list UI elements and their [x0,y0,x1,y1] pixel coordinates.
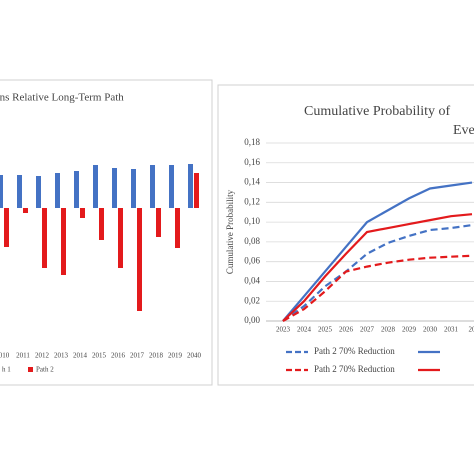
bar [36,176,41,208]
y-tick-label: 0,08 [244,236,260,246]
bar [61,208,66,275]
chart-subtitle: Eve [453,123,474,138]
line-series [282,223,473,322]
y-tick-label: 0,04 [244,276,260,286]
bar [188,164,193,208]
bar [93,165,98,208]
bar [55,173,60,208]
bar [169,165,174,208]
y-axis-label: Cumulative Probability [225,189,235,274]
bar [131,169,136,208]
chart-title: Cumulative Probability of [304,104,451,119]
bar [0,175,3,208]
y-tick-label: 0,12 [244,196,260,206]
x-tick-label: 2028 [381,326,396,334]
x-tick-label: 2024 [297,326,312,334]
legend-label: Path 2 70% Reduction [314,364,395,374]
bar [74,171,79,208]
x-tick-label: 2013 [54,352,69,360]
bar [80,208,85,218]
bar [150,165,155,208]
bar [42,208,47,268]
x-tick-label: 2023 [276,326,291,334]
x-tick-label: 2040 [187,352,202,360]
y-tick-label: 0,02 [244,295,260,305]
bar [4,208,9,247]
x-tick-label: 2027 [360,326,375,334]
y-tick-label: 0,16 [244,157,260,167]
x-tick-label: 010 [0,352,10,360]
x-tick-label: 2017 [130,352,145,360]
x-tick-label: 2018 [149,352,164,360]
chart-title: tions Relative Long-Term Path [0,92,124,104]
line-series [282,254,473,322]
bar [137,208,142,311]
legend-swatch [28,367,33,372]
bar [112,168,117,208]
bar [23,208,28,213]
right-panel [217,84,474,386]
legend-label: h 1 [2,366,11,374]
x-tick-label: 2029 [402,326,417,334]
bar [156,208,161,237]
y-tick-label: 0,14 [244,177,260,187]
legend-label: Path 2 [36,366,54,374]
x-tick-label: 2015 [92,352,107,360]
y-tick-label: 0,10 [244,216,260,226]
x-tick-label: 2011 [16,352,30,360]
y-tick-label: 0,18 [244,137,260,147]
x-tick-label: 20 [469,326,474,334]
y-tick-label: 0,00 [244,315,260,325]
line-series [282,181,473,322]
x-tick-label: 2012 [35,352,50,360]
bar [118,208,123,268]
bar [175,208,180,248]
bar [17,175,22,208]
legend-label: Path 2 70% Reduction [314,346,395,356]
x-tick-label: 2026 [339,326,354,334]
x-tick-label: 2014 [73,352,88,360]
line-series [282,213,473,322]
x-tick-label: 2016 [111,352,126,360]
left-panel [0,79,213,386]
x-tick-label: 2019 [168,352,183,360]
bar [194,173,199,208]
x-tick-label: 2030 [423,326,438,334]
bar [99,208,104,240]
x-tick-label: 2031 [444,326,459,334]
y-tick-label: 0,06 [244,256,260,266]
x-tick-label: 2025 [318,326,333,334]
